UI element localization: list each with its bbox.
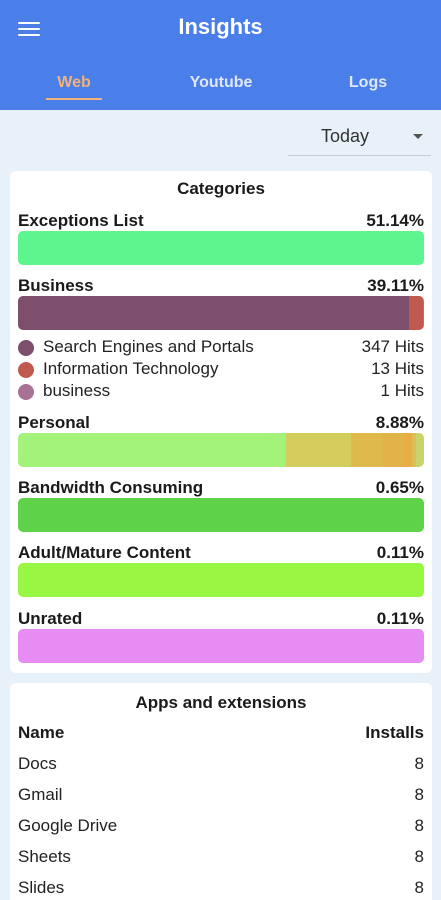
category-percent: 0.11% xyxy=(376,609,424,628)
tab-logs[interactable]: Logs xyxy=(340,70,396,110)
category-percent: 0.11% xyxy=(376,543,424,562)
table-row[interactable]: Gmail 8 xyxy=(18,785,424,809)
legend-label: Information Technology xyxy=(43,359,219,378)
bar-segment xyxy=(18,498,424,532)
bar-segment xyxy=(422,296,424,330)
app-name: Sheets xyxy=(18,847,71,866)
category-percent: 8.88% xyxy=(375,413,424,432)
app-installs: 8 xyxy=(414,847,424,866)
legend-label: business xyxy=(43,381,111,400)
category-percent: 51.14% xyxy=(366,211,424,230)
legend-hits: 1 Hits xyxy=(380,381,424,400)
app-name: Google Drive xyxy=(18,816,118,835)
app-name: Gmail xyxy=(18,785,63,804)
legend-hits: 347 Hits xyxy=(361,337,424,356)
page-title: Insights xyxy=(178,14,263,39)
active-tab-indicator xyxy=(46,98,102,100)
category-name: Bandwidth Consuming xyxy=(18,478,204,497)
app-installs: 8 xyxy=(414,878,424,897)
bar-segment xyxy=(403,433,412,467)
bar-segment xyxy=(18,231,424,265)
category-bar[interactable] xyxy=(18,433,424,467)
legend-item-information-technology[interactable]: Information Technology 13 Hits xyxy=(18,359,424,381)
legend-dot xyxy=(18,362,34,378)
category-bar[interactable] xyxy=(18,231,424,265)
bar-segment xyxy=(415,433,424,467)
column-header-name: Name xyxy=(18,723,65,742)
app-name: Docs xyxy=(18,754,57,773)
app-name: Slides xyxy=(18,878,65,897)
bar-segment xyxy=(411,433,416,467)
legend-item-business[interactable]: business 1 Hits xyxy=(18,381,424,403)
period-dropdown[interactable]: Today xyxy=(288,118,431,156)
column-header-installs: Installs xyxy=(365,723,424,742)
bar-segment xyxy=(18,296,409,330)
category-bar[interactable] xyxy=(18,498,424,532)
category-name: Unrated xyxy=(18,609,83,628)
app-installs: 8 xyxy=(414,785,424,804)
category-percent: 0.65% xyxy=(375,478,424,497)
categories-card: Categories Exceptions List 51.14% Busine… xyxy=(10,171,432,673)
category-bar[interactable] xyxy=(18,629,424,663)
category-name: Personal xyxy=(18,413,90,432)
category-name: Business xyxy=(18,276,94,295)
hamburger-menu-icon[interactable] xyxy=(18,18,44,40)
category-bar[interactable] xyxy=(18,563,424,597)
tab-bar: Web Youtube Logs xyxy=(0,70,441,110)
legend-label: Search Engines and Portals xyxy=(43,337,254,356)
table-row[interactable]: Docs 8 xyxy=(18,754,424,778)
legend-item-search-engines[interactable]: Search Engines and Portals 347 Hits xyxy=(18,337,424,359)
category-name: Exceptions List xyxy=(18,211,144,230)
bar-segment xyxy=(350,433,384,467)
app-installs: 8 xyxy=(414,754,424,773)
bar-segment xyxy=(383,433,404,467)
table-row[interactable]: Slides 8 xyxy=(18,878,424,900)
table-row[interactable]: Sheets 8 xyxy=(18,847,424,871)
apps-table-header: Name Installs xyxy=(18,723,424,745)
app-bar: Insights Web Youtube Logs xyxy=(0,0,441,110)
bar-segment xyxy=(408,296,423,330)
period-selected: Today xyxy=(321,126,370,146)
tab-logs-label: Logs xyxy=(348,74,388,91)
app-installs: 8 xyxy=(414,816,424,835)
bar-segment xyxy=(18,433,286,467)
apps-title: Apps and extensions xyxy=(135,693,307,712)
category-name: Adult/Mature Content xyxy=(18,543,191,562)
tab-youtube[interactable]: Youtube xyxy=(180,70,262,110)
apps-card: Apps and extensions Name Installs Docs 8… xyxy=(10,683,432,900)
bar-segment xyxy=(285,433,351,467)
table-row[interactable]: Google Drive 8 xyxy=(18,816,424,840)
tab-youtube-label: Youtube xyxy=(189,74,253,91)
dropdown-caret-icon xyxy=(413,134,423,139)
tab-web[interactable]: Web xyxy=(46,70,102,110)
category-percent: 39.11% xyxy=(367,276,424,295)
categories-title: Categories xyxy=(177,179,265,198)
tab-web-label: Web xyxy=(57,74,91,91)
bar-segment xyxy=(18,563,424,597)
legend-dot xyxy=(18,384,34,400)
category-bar[interactable] xyxy=(18,296,424,330)
legend-hits: 13 Hits xyxy=(371,359,424,378)
bar-segment xyxy=(18,629,424,663)
legend-dot xyxy=(18,340,34,356)
